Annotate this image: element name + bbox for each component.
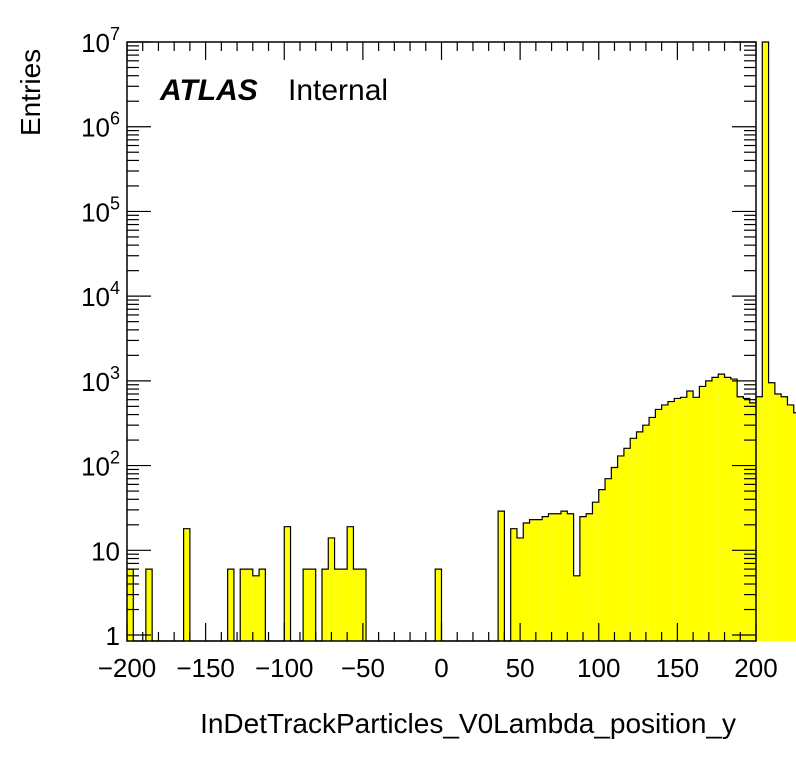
- histogram-bin: [649, 417, 656, 641]
- histogram-bin: [183, 528, 190, 641]
- histogram-bin: [749, 402, 756, 641]
- histogram-bin: [303, 569, 310, 641]
- histogram-bin: [667, 401, 675, 641]
- histogram-bin: [611, 467, 618, 641]
- histogram-bin: [743, 398, 750, 641]
- y-tick-label: 105: [81, 193, 120, 227]
- x-tick-label: −200: [98, 653, 157, 683]
- histogram-bin: [781, 396, 788, 641]
- histogram-bin: [252, 575, 260, 641]
- histogram-bin: [774, 393, 782, 641]
- y-tick-label: 102: [81, 448, 120, 482]
- histogram-bin: [617, 455, 624, 641]
- histogram-bin: [636, 431, 643, 641]
- histogram-bin: [693, 397, 700, 641]
- histogram-bin: [674, 398, 681, 641]
- histogram-bin: [699, 386, 706, 641]
- atlas-label: ATLAS: [159, 74, 258, 107]
- x-axis-ticks: [126, 42, 757, 641]
- y-axis-ticks: [127, 41, 756, 636]
- histogram-bin: [655, 409, 662, 641]
- histogram-bin: [510, 528, 517, 641]
- histogram-bin: [548, 513, 555, 641]
- histogram-bin: [435, 569, 442, 641]
- y-tick-label: 106: [81, 109, 120, 143]
- histogram-bin: [554, 513, 562, 641]
- histogram-bin: [347, 526, 354, 641]
- y-tick-label: 10: [91, 536, 120, 566]
- histogram-bin: [730, 379, 738, 641]
- histogram-bin: [573, 575, 580, 641]
- histogram-bin: [523, 523, 530, 641]
- histogram-bin: [127, 569, 134, 641]
- y-tick-label: 103: [81, 363, 120, 397]
- histogram-bin: [145, 569, 153, 641]
- histogram-bin: [246, 569, 253, 641]
- x-axis-title: InDetTrackParticles_V0Lambda_position_y: [200, 708, 736, 739]
- x-tick-labels: −200 −150 −100 −50 0 50 100 150 200: [98, 653, 778, 683]
- histogram-bin: [284, 526, 291, 641]
- histogram-bin: [334, 569, 341, 641]
- histogram-bin: [535, 519, 543, 641]
- histogram-bin: [605, 478, 612, 641]
- y-tick-label: 107: [81, 24, 120, 58]
- histogram-bin: [328, 537, 335, 641]
- histogram-bin: [737, 396, 744, 641]
- histogram-bin: [793, 412, 796, 641]
- histogram-bin: [630, 438, 637, 641]
- histogram-bin: [724, 377, 731, 641]
- histogram-bin: [680, 397, 687, 641]
- histogram-bin: [498, 511, 505, 641]
- histogram-bin: [686, 390, 694, 641]
- y-tick-label: 104: [81, 278, 120, 312]
- histogram-bin: [661, 404, 668, 641]
- y-tick-label: 1: [106, 621, 120, 651]
- histogram-bin: [705, 380, 712, 641]
- histogram-bin: [340, 569, 348, 641]
- histogram-bin: [718, 374, 725, 641]
- histogram-bin: [642, 425, 650, 641]
- x-tick-label: 150: [656, 653, 699, 683]
- histogram-bin: [579, 516, 587, 641]
- histogram-bin: [542, 516, 549, 641]
- histogram-bin: [516, 537, 524, 641]
- histogram-bin: [309, 569, 316, 641]
- y-tick-labels: 1 10 102 103 104 105 106 107: [81, 24, 120, 651]
- histogram-bin: [240, 569, 247, 641]
- histogram-bin: [592, 502, 599, 641]
- histogram-bin: [259, 569, 266, 641]
- x-tick-label: 200: [734, 653, 777, 683]
- internal-label: Internal: [288, 74, 388, 107]
- y-axis-title: Entries: [15, 49, 46, 136]
- histogram-bin: [598, 489, 606, 641]
- x-tick-label: 0: [434, 653, 448, 683]
- histogram-bin: [567, 513, 574, 641]
- histogram-bin: [711, 377, 719, 641]
- histogram-bin: [227, 569, 234, 641]
- x-tick-label: −150: [176, 653, 235, 683]
- histogram-bin: [762, 42, 769, 641]
- histogram-bin: [787, 404, 794, 641]
- histogram-bin: [359, 569, 367, 641]
- histogram-bin: [586, 513, 593, 641]
- x-tick-label: −100: [255, 653, 314, 683]
- histogram-bin: [529, 519, 536, 641]
- histogram-bin: [756, 396, 763, 641]
- histogram-bin: [768, 382, 775, 641]
- histogram-bars: [127, 42, 796, 641]
- x-tick-label: 100: [577, 653, 620, 683]
- histogram-bin: [321, 569, 329, 641]
- histogram-bin: [561, 511, 568, 641]
- x-tick-label: −50: [341, 653, 385, 683]
- histogram-bin: [623, 448, 631, 641]
- x-tick-label: 50: [506, 653, 535, 683]
- histogram-bin: [353, 569, 360, 641]
